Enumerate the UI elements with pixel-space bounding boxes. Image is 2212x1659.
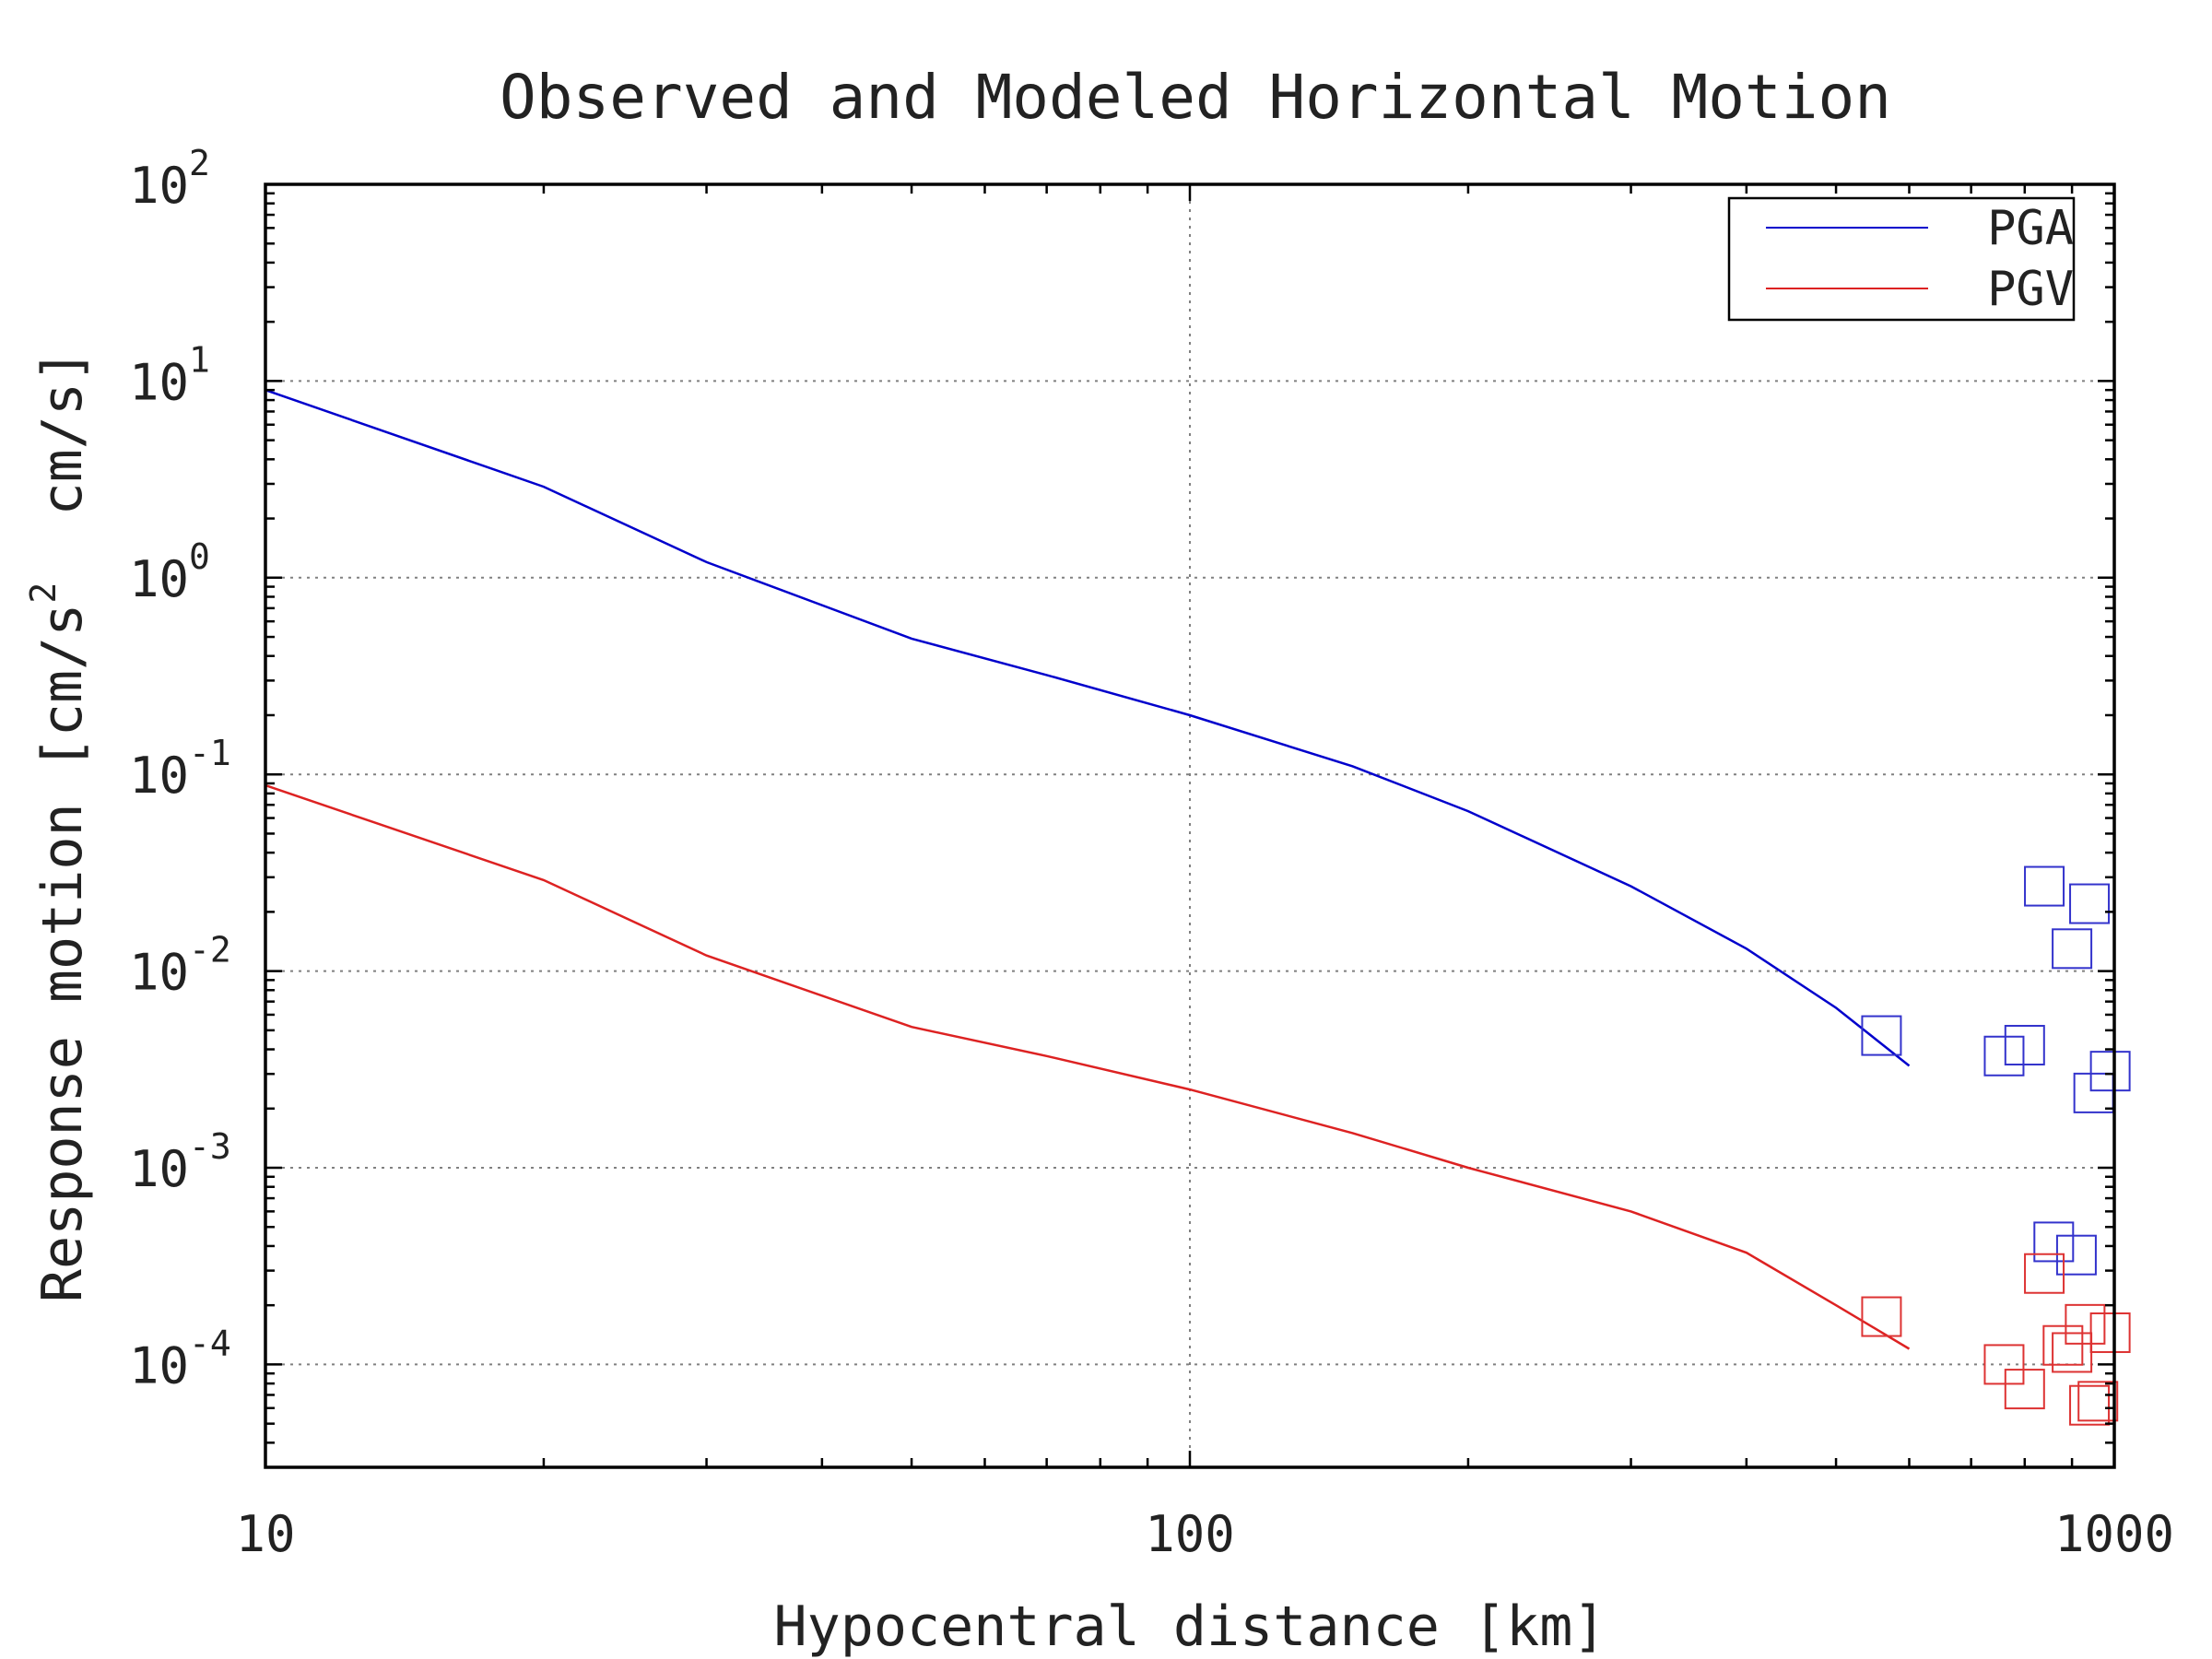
observed-point-pga (2004, 1025, 2045, 1066)
observed-point-pga (2069, 883, 2111, 924)
observed-point-pgv (2065, 1303, 2106, 1345)
observed-point-pga (1983, 1035, 2025, 1077)
observed-point-pga (2089, 1051, 2131, 1092)
legend-box (1727, 196, 2076, 322)
observed-point-pga (2052, 928, 2093, 970)
y-axis-label-sup: 2 (23, 582, 64, 604)
series-lines (265, 389, 1911, 1350)
axis-ticks (264, 182, 2116, 1469)
observed-point-pga (2033, 1221, 2075, 1263)
observed-point-pgv (2069, 1384, 2111, 1426)
observed-point-pgv (2089, 1312, 2131, 1353)
y-tick-labels: 102 101 100 10-1 10-2 10-3 10-4 (129, 143, 231, 1394)
y-tick-label: 10-1 (129, 733, 231, 805)
x-tick-labels: 10 100 1000 (235, 1505, 2174, 1563)
y-axis-label: Response motion [cm/s2 cm/s] (23, 349, 95, 1302)
observed-point-pgv (2024, 1253, 2065, 1294)
x-tick-label: 10 (235, 1505, 295, 1563)
observed-point-pgv (2077, 1381, 2119, 1422)
series-line-pgv (265, 783, 1911, 1350)
observed-point-pgv (1861, 1296, 1902, 1337)
y-axis-label-rest: cm/s] (30, 349, 95, 582)
chart-title: Observed and Modeled Horizontal Motion (500, 62, 1891, 133)
y-tick-label: 102 (129, 143, 210, 215)
x-tick-label: 100 (1145, 1505, 1235, 1563)
y-tick-label: 10-4 (129, 1323, 231, 1394)
grid (265, 184, 2114, 1467)
series-line-pga (265, 389, 1911, 1067)
x-tick-label: 1000 (2054, 1505, 2174, 1563)
x-axis-label: Hypocentral distance [km] (773, 1594, 1606, 1659)
y-axis-label-base: Response motion [cm/s (30, 604, 95, 1303)
y-tick-label: 10-2 (129, 930, 231, 1002)
observed-point-pgv (2004, 1369, 2045, 1410)
observed-point-pgv (2042, 1324, 2084, 1366)
observed-point-pgv (1983, 1344, 2025, 1385)
legend-label-pgv: PGV (1987, 262, 2074, 317)
observed-points (1861, 865, 2131, 1426)
legend: PGA PGV (1727, 196, 2076, 322)
y-tick-label: 100 (129, 536, 210, 608)
legend-label-pga: PGA (1987, 201, 2074, 256)
observed-point-pga (2024, 865, 2065, 907)
y-tick-label: 10-3 (129, 1126, 231, 1198)
observed-point-pga (1861, 1015, 1902, 1056)
y-tick-label: 101 (129, 339, 210, 411)
